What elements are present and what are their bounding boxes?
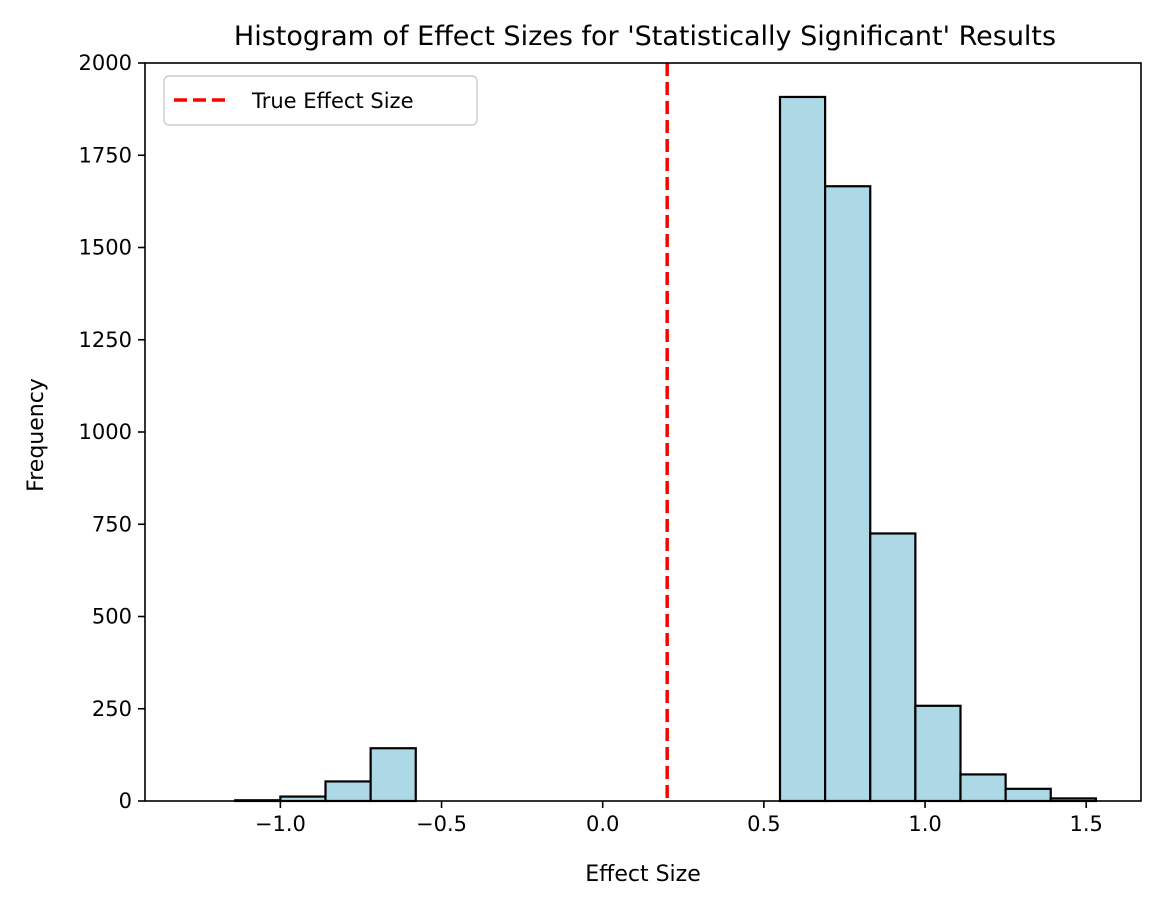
y-tick-label: 250 [92, 697, 132, 721]
y-tick-label: 1250 [79, 328, 132, 352]
x-tick-label: 0.5 [747, 812, 780, 836]
histogram-bar [824, 185, 872, 803]
legend: True Effect Size [163, 75, 478, 126]
y-tick-label: 750 [92, 512, 132, 536]
histogram-bar [869, 532, 917, 803]
histogram-bar [959, 773, 1007, 803]
y-tick-label: 1750 [79, 143, 132, 167]
chart-title: Histogram of Effect Sizes for 'Statistic… [234, 21, 1056, 52]
x-tick-label: 1.5 [1070, 812, 1103, 836]
histogram-bar [369, 747, 417, 803]
legend-label: True Effect Size [251, 89, 414, 113]
y-tick-label: 1500 [79, 236, 132, 260]
histogram-bar [1004, 787, 1052, 803]
y-axis-label: Frequency [24, 378, 49, 492]
x-tick-label: −1.0 [255, 812, 306, 836]
y-tick-label: 1000 [79, 420, 132, 444]
x-axis-ticks: −1.0 −0.5 0.0 0.5 1.0 1.5 [255, 801, 1103, 836]
x-axis-label: Effect Size [585, 862, 700, 887]
y-tick-label: 500 [92, 605, 132, 629]
x-tick-label: −0.5 [416, 812, 467, 836]
legend-frame [163, 75, 478, 126]
histogram-bars [234, 95, 1097, 803]
histogram-bar [324, 780, 372, 803]
plot-area-frame [144, 62, 1142, 802]
histogram-bar [914, 704, 962, 803]
x-tick-label: 0.0 [586, 812, 619, 836]
x-tick-label: 1.0 [908, 812, 941, 836]
histogram-bar [778, 95, 827, 803]
y-tick-label: 2000 [79, 51, 132, 75]
y-tick-label: 0 [119, 789, 132, 813]
y-axis-ticks: 0 250 500 750 1000 1250 1500 1750 2000 [79, 51, 145, 813]
